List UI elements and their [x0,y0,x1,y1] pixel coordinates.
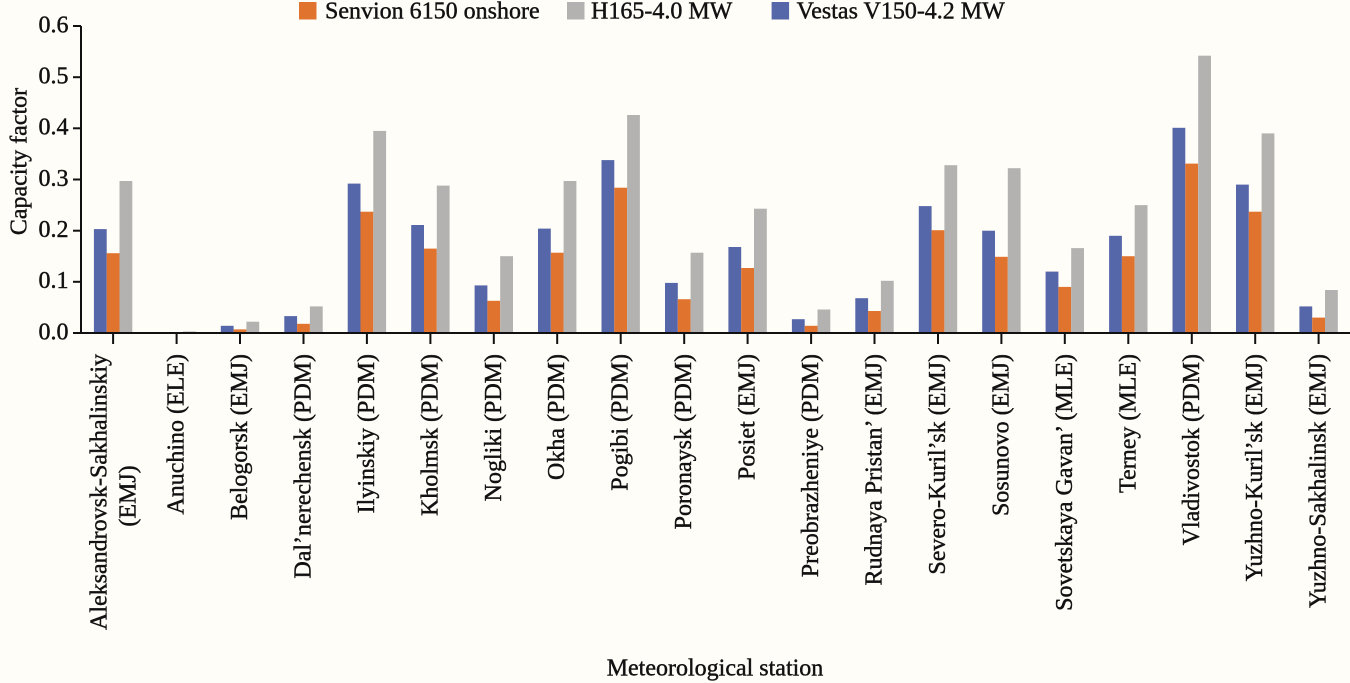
svg-text:(EMJ): (EMJ) [115,465,141,526]
svg-text:Nogliki (PDM): Nogliki (PDM) [481,354,507,501]
svg-text:Poronaysk (PDM): Poronaysk (PDM) [671,354,697,529]
svg-text:Anuchino (ELE): Anuchino (ELE) [164,354,190,515]
svg-text:Meteorological station: Meteorological station [607,656,824,682]
svg-text:Ilyinskiy (PDM): Ilyinskiy (PDM) [354,354,380,513]
svg-text:Preobrazheniye (PDM): Preobrazheniye (PDM) [798,354,824,577]
svg-text:H165-4.0 MW: H165-4.0 MW [591,0,733,25]
svg-text:0.6: 0.6 [39,12,69,38]
svg-text:Severo-Kuril’sk (EMJ): Severo-Kuril’sk (EMJ) [925,354,951,575]
svg-text:0.0: 0.0 [39,319,69,345]
svg-text:0.5: 0.5 [39,64,69,90]
svg-text:Vestas V150-4.2 MW: Vestas V150-4.2 MW [797,0,1006,25]
svg-text:Okha (PDM): Okha (PDM) [544,354,570,480]
svg-text:Vladivostok (PDM): Vladivostok (PDM) [1179,354,1205,545]
svg-text:0.1: 0.1 [39,268,69,294]
svg-text:Aleksandrovsk-Sakhalinskiy: Aleksandrovsk-Sakhalinskiy [87,354,113,630]
svg-text:Sosunovo (EMJ): Sosunovo (EMJ) [988,354,1014,516]
svg-text:Posiet (EMJ): Posiet (EMJ) [735,354,761,480]
svg-text:Rudnaya Pristan’ (EMJ): Rudnaya Pristan’ (EMJ) [862,354,888,586]
svg-text:Yuzhno-Sakhalinsk (EMJ): Yuzhno-Sakhalinsk (EMJ) [1306,354,1332,608]
svg-text:Pogibi (PDM): Pogibi (PDM) [608,354,634,491]
svg-text:Senvion 6150 onshore: Senvion 6150 onshore [325,0,540,25]
svg-text:Kholmsk (PDM): Kholmsk (PDM) [417,354,443,516]
svg-text:Terney (MLE): Terney (MLE) [1115,354,1141,493]
svg-text:Sovetskaya Gavan’ (MLE): Sovetskaya Gavan’ (MLE) [1052,354,1078,611]
svg-text:0.4: 0.4 [39,115,69,141]
svg-text:Yuzhno-Kuril’sk (EMJ): Yuzhno-Kuril’sk (EMJ) [1242,354,1268,581]
svg-text:Belogorsk (EMJ): Belogorsk (EMJ) [227,354,253,520]
svg-text:Capacity factor: Capacity factor [7,88,33,235]
svg-text:Dal’nerechensk (PDM): Dal’nerechensk (PDM) [291,354,317,579]
svg-text:0.2: 0.2 [39,217,69,243]
svg-text:0.3: 0.3 [39,166,69,192]
